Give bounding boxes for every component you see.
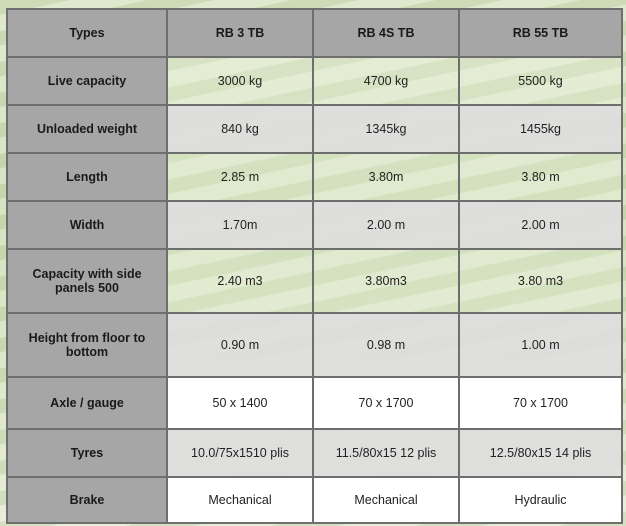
value-cell: 3.80m3 (312, 248, 460, 314)
table-row: Capacity with side panels 500 2.40 m3 3.80… (6, 248, 623, 314)
value-cell: 10.0/75x1510 plis (166, 428, 314, 478)
value-cell: 0.90 m (166, 312, 314, 378)
value-cell: 2.40 m3 (166, 248, 314, 314)
value-cell: 12.5/80x15 14 plis (458, 428, 623, 478)
value-cell: 3.80m (312, 152, 460, 202)
header-cell: RB 55 TB (458, 8, 623, 58)
value-cell: 3.80 m3 (458, 248, 623, 314)
value-cell: 1.00 m (458, 312, 623, 378)
value-cell: 840 kg (166, 104, 314, 154)
value-cell: Mechanical (166, 476, 314, 524)
header-row: Types RB 3 TB RB 4S TB RB 55 TB (6, 8, 623, 58)
table-row: Axle / gauge 50 x 1400 70 x 1700 70 x 1700 (6, 376, 623, 430)
value-cell: 70 x 1700 (312, 376, 460, 430)
value-cell: 4700 kg (312, 56, 460, 106)
table-row: Unloaded weight 840 kg 1345kg 1455kg (6, 104, 623, 154)
row-label: Width (6, 200, 168, 250)
value-cell: 3000 kg (166, 56, 314, 106)
row-label: Unloaded weight (6, 104, 168, 154)
value-cell: Hydraulic (458, 476, 623, 524)
value-cell: Mechanical (312, 476, 460, 524)
value-cell: 2.00 m (312, 200, 460, 250)
row-label: Height from floor to bottom (6, 312, 168, 378)
header-cell: RB 4S TB (312, 8, 460, 58)
row-label: Live capacity (6, 56, 168, 106)
header-cell: Types (6, 8, 168, 58)
table-row: Live capacity 3000 kg 4700 kg 5500 kg (6, 56, 623, 106)
value-cell: 2.00 m (458, 200, 623, 250)
value-cell: 2.85 m (166, 152, 314, 202)
value-cell: 1455kg (458, 104, 623, 154)
value-cell: 1345kg (312, 104, 460, 154)
value-cell: 1.70m (166, 200, 314, 250)
row-label: Axle / gauge (6, 376, 168, 430)
value-cell: 50 x 1400 (166, 376, 314, 430)
header-cell: RB 3 TB (166, 8, 314, 58)
table-row: Tyres 10.0/75x1510 plis 11.5/80x15 12 plis… (6, 428, 623, 478)
value-cell: 0.98 m (312, 312, 460, 378)
value-cell: 5500 kg (458, 56, 623, 106)
table-row: Brake Mechanical Mechanical Hydraulic (6, 476, 623, 524)
row-label: Capacity with side panels 500 (6, 248, 168, 314)
value-cell: 11.5/80x15 12 plis (312, 428, 460, 478)
value-cell: 3.80 m (458, 152, 623, 202)
value-cell: 70 x 1700 (458, 376, 623, 430)
row-label: Tyres (6, 428, 168, 478)
row-label: Brake (6, 476, 168, 524)
table-row: Length 2.85 m 3.80m 3.80 m (6, 152, 623, 202)
specifications-table: Types RB 3 TB RB 4S TB RB 55 TB Live cap… (6, 8, 623, 524)
table-row: Width 1.70m 2.00 m 2.00 m (6, 200, 623, 250)
row-label: Length (6, 152, 168, 202)
